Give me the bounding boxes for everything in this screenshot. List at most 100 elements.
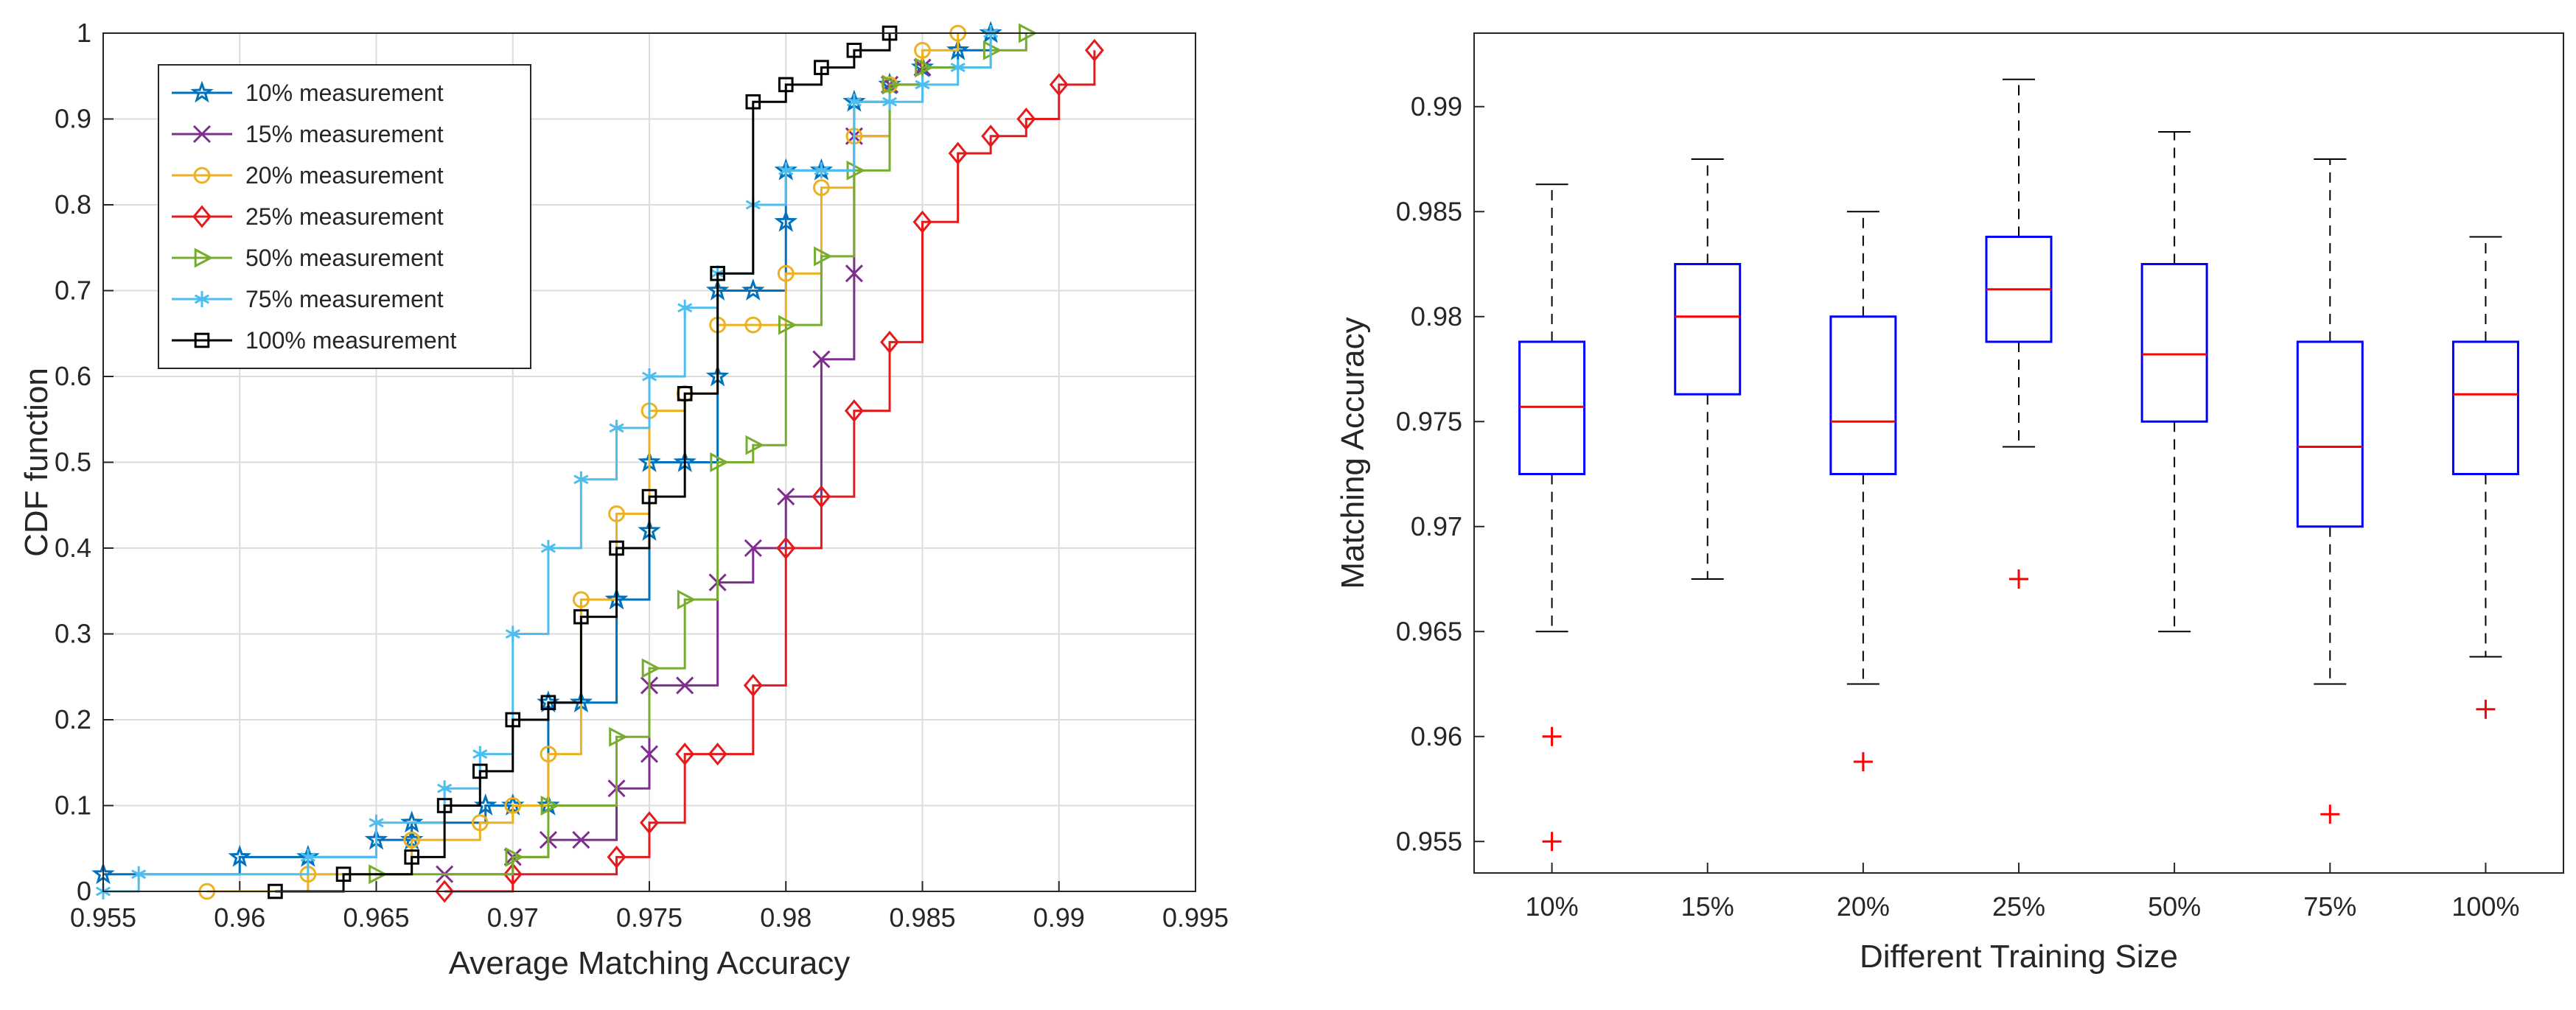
cdf-point [814,246,833,267]
cdf-series-line [275,33,891,893]
cdf-point [778,162,794,179]
boxplot-x-tick-labels: 10% 15% 20% 25% 50% 75% 100% [1526,891,2520,922]
cdf-axes-frame [102,32,1196,892]
cdf-legend-entry: 20% measurement [172,162,444,189]
cdf-point [1016,107,1036,131]
cdf-point [845,264,863,283]
cdf-point [915,57,934,78]
boxplot-outlier [2476,699,2496,719]
cdf-x-tick-label: 0.96 [214,902,265,933]
boxplot-box-2 [1829,211,1897,771]
cdf-point [505,625,520,642]
boxplot-y-tick-label: 0.965 [1396,616,1462,646]
boxplot-x-axis-label: Different Training Size [1860,939,2178,975]
boxplot-box-3 [1985,78,2053,589]
boxplot-outlier [1542,726,1562,746]
cdf-point [677,299,693,316]
boxplot-iqr-box [2296,340,2364,528]
cdf-x-tick-label: 0.955 [70,902,136,933]
cdf-point [774,209,798,232]
cdf-y-tick-labels: 0 0.1 0.2 0.3 0.4 0.5 0.6 0.7 0.8 0.9 1 [55,18,91,906]
cdf-point [572,831,590,849]
cdf-point [641,658,661,678]
boxplot-y-tick-label: 0.99 [1411,91,1462,122]
cdf-x-tick-label: 0.965 [343,902,409,933]
cdf-legend-label: 20% measurement [245,162,444,189]
boxplot-y-tick-label: 0.985 [1396,196,1462,226]
cdf-x-axis-label: Average Matching Accuracy [449,945,851,981]
boxplot-iqr-box [2140,263,2208,423]
cdf-point [777,488,795,506]
cdf-point [677,386,693,401]
cdf-x-tick-label: 0.995 [1162,902,1229,933]
cdf-x-tick-label: 0.975 [616,902,683,933]
boxplot-x-tick-label: 20% [1837,891,1890,922]
cdf-y-tick-label: 0.3 [55,619,91,649]
cdf-point [300,849,315,866]
cdf-point [540,796,560,816]
boxplot-plot-area [1474,33,2563,873]
boxplot-iqr-box [1829,315,1897,475]
cdf-point [369,814,384,831]
boxplot-box-6 [2451,236,2519,719]
cdf-point [982,40,1002,60]
cdf-point [744,316,762,334]
boxplot-x-tick-label: 50% [2148,891,2201,922]
cdf-y-tick-label: 0.9 [55,104,91,134]
cdf-point [1084,38,1104,62]
cdf-legend-label: 15% measurement [245,121,444,147]
boxplot-y-tick-label: 0.98 [1411,301,1462,332]
cdf-point [608,505,625,522]
cdf-point [946,38,970,60]
cdf-point [950,59,966,76]
cdf-point [710,265,725,281]
boxplot-outlier [1542,832,1562,852]
cdf-point [503,863,523,886]
cdf-point [741,278,765,301]
cdf-point [540,746,557,762]
cdf-legend-marker [194,248,214,268]
cdf-point [1049,73,1069,97]
boxplot-x-tick-label: 75% [2303,891,2356,922]
boxplot-chart: 10% 15% 20% 25% 50% 75% 100% 0.9550.960.9650.9… [1335,32,2564,975]
boxplot-y-tick-label: 0.96 [1411,721,1462,751]
cdf-legend-label: 25% measurement [245,203,444,230]
cdf-chart: 0.955 0.96 0.965 0.97 0.975 0.98 0.985 0.99 0.99… [18,18,1229,981]
cdf-y-tick-label: 1 [77,18,91,48]
cdf-point [778,315,797,335]
cdf-legend-label: 10% measurement [245,80,444,106]
cdf-y-tick-label: 0.8 [55,189,91,220]
cdf-point [573,471,589,488]
cdf-point [846,94,862,111]
cdf-point [882,74,901,95]
cdf-point [710,452,729,472]
cdf-legend: 10% measurement 15% measurement 20% measur… [158,64,531,369]
cdf-legend-entry: 50% measurement [172,245,444,271]
cdf-legend-entry: 25% measurement [172,203,444,230]
cdf-point [948,141,968,165]
cdf-y-tick-label: 0 [77,876,91,906]
cdf-point [641,488,657,505]
cdf-x-tick-label: 0.97 [487,902,539,933]
cdf-y-tick-label: 0.1 [55,790,91,821]
cdf-y-tick-label: 0.5 [55,447,91,477]
cdf-point [641,368,657,385]
boxplot-y-tick-labels: 0.955 0.96 0.965 0.97 0.975 0.98 0.985 0.99 [1396,91,1462,857]
cdf-point [882,94,898,111]
cdf-series-6 [268,25,898,899]
cdf-point [743,673,763,697]
cdf-series-line [103,33,992,893]
cdf-y-tick-label: 0.4 [55,533,91,563]
cdf-point [436,798,453,813]
cdf-y-tick-label: 0.2 [55,704,91,734]
boxplot-box-5 [2296,158,2364,824]
cdf-point [812,350,831,368]
cdf-point [505,846,525,867]
cdf-point [814,60,829,75]
boxplot-iqr-box [1674,263,1742,396]
boxplot-y-tick-label: 0.97 [1411,511,1462,541]
cdf-legend-marker [194,332,210,348]
cdf-legend-label: 75% measurement [245,286,444,312]
cdf-x-tick-label: 0.99 [1033,902,1085,933]
cdf-point [777,264,795,282]
